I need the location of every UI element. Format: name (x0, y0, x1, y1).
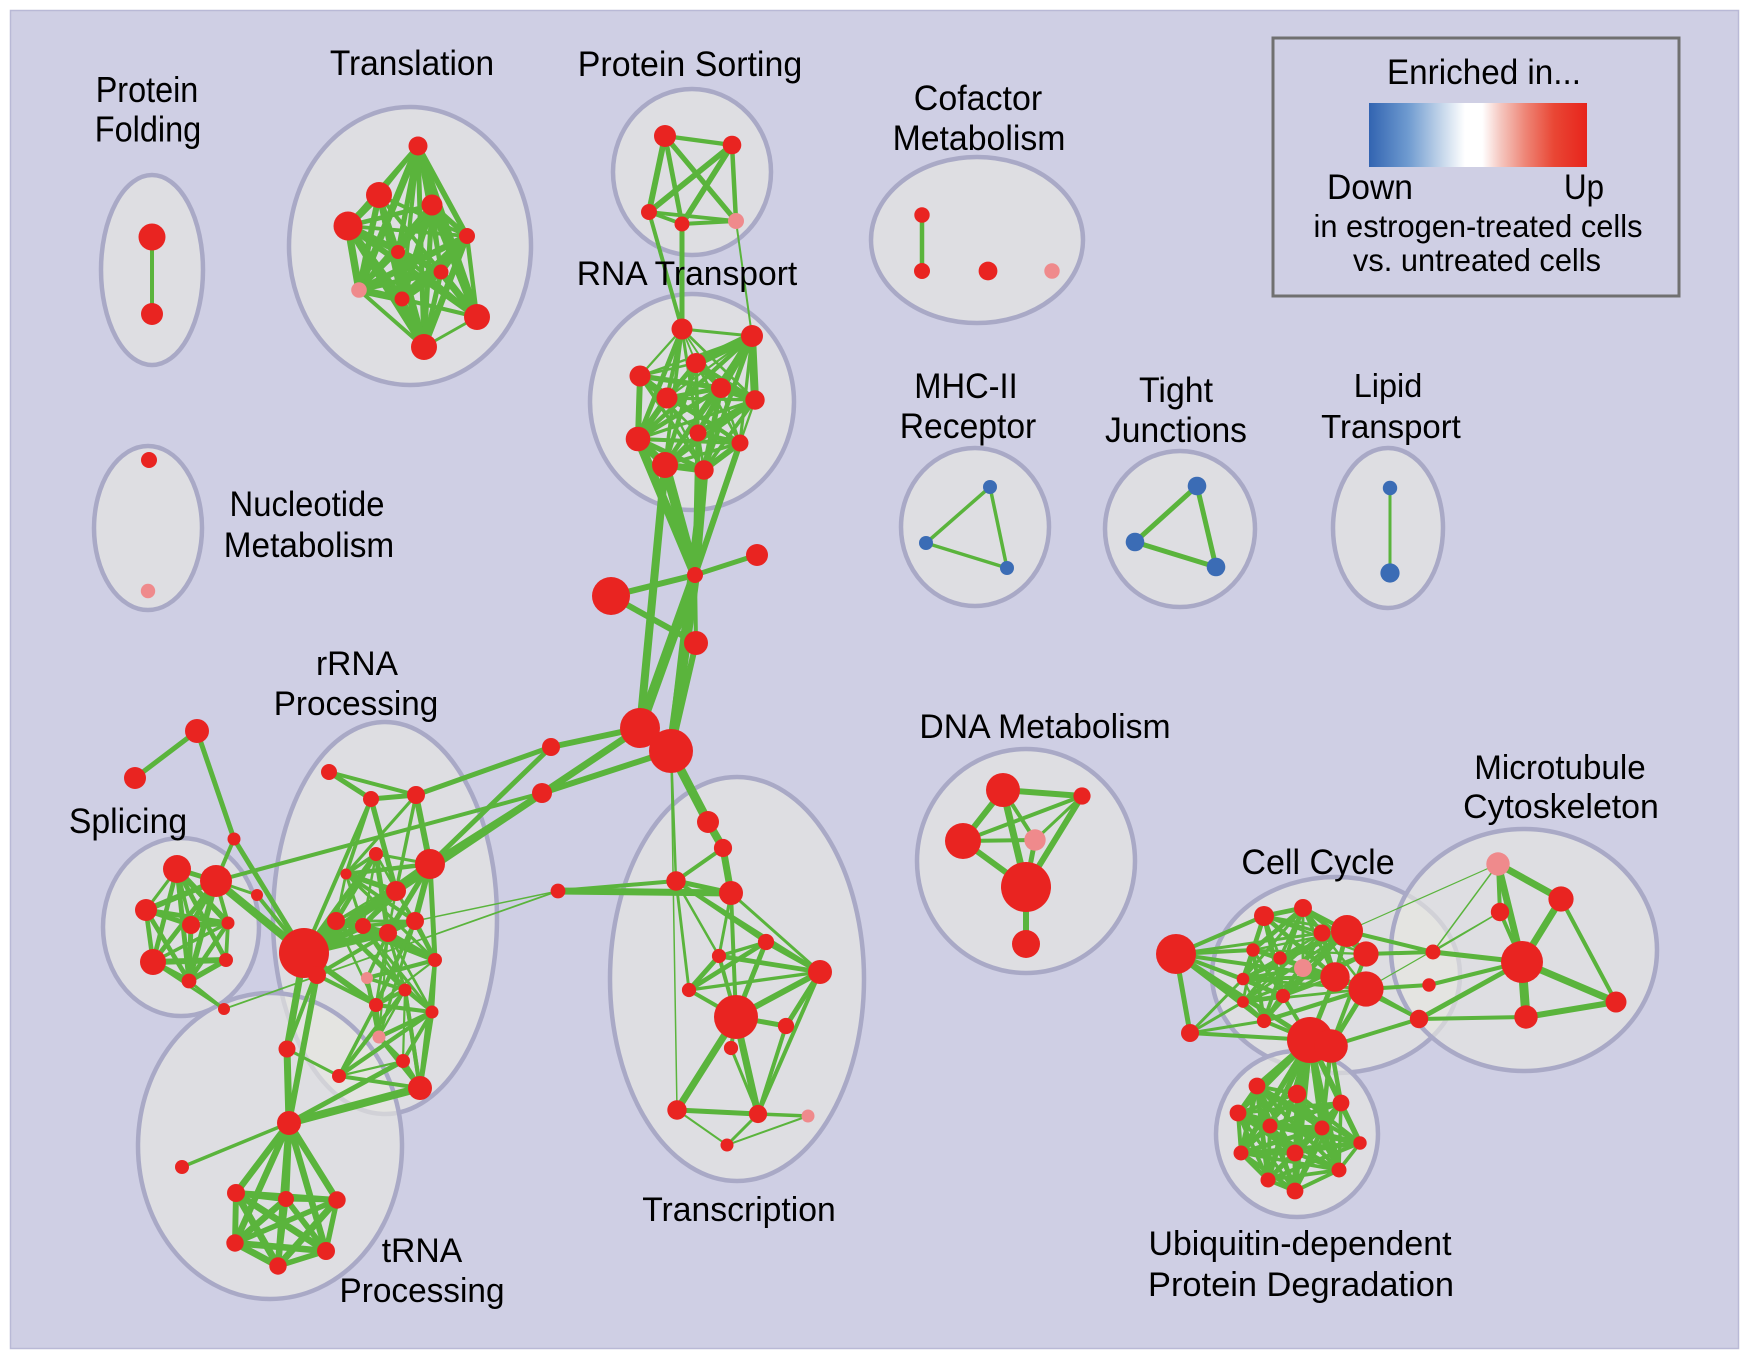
svg-text:Nucleotide: Nucleotide (230, 485, 385, 524)
svg-text:Processing: Processing (340, 1272, 505, 1310)
svg-text:Microtubule: Microtubule (1474, 749, 1645, 787)
svg-text:Protein Sorting: Protein Sorting (578, 45, 802, 84)
svg-text:rRNA: rRNA (316, 645, 398, 683)
svg-text:Down: Down (1327, 168, 1413, 207)
svg-text:Tight: Tight (1139, 371, 1213, 410)
svg-text:Up: Up (1564, 168, 1604, 207)
svg-text:Metabolism: Metabolism (893, 119, 1066, 158)
svg-text:Lipid: Lipid (1354, 368, 1423, 405)
svg-text:DNA Metabolism: DNA Metabolism (919, 708, 1170, 746)
svg-text:Splicing: Splicing (69, 802, 187, 841)
svg-text:Processing: Processing (274, 685, 439, 723)
svg-text:Folding: Folding (95, 109, 202, 150)
svg-text:MHC-II: MHC-II (914, 367, 1017, 406)
svg-text:tRNA: tRNA (382, 1232, 463, 1270)
svg-text:Cofactor: Cofactor (914, 79, 1043, 118)
svg-text:Protein: Protein (96, 69, 199, 110)
svg-text:vs. untreated cells: vs. untreated cells (1353, 242, 1601, 278)
svg-text:Transport: Transport (1321, 409, 1461, 446)
svg-text:Receptor: Receptor (900, 407, 1037, 446)
svg-text:Cytoskeleton: Cytoskeleton (1463, 788, 1659, 826)
svg-text:Protein Degradation: Protein Degradation (1148, 1266, 1454, 1304)
svg-text:Cell Cycle: Cell Cycle (1241, 843, 1394, 882)
svg-text:Metabolism: Metabolism (224, 526, 394, 565)
svg-text:Ubiquitin-dependent: Ubiquitin-dependent (1149, 1225, 1452, 1263)
svg-text:Enriched in...: Enriched in... (1387, 53, 1581, 92)
svg-text:in estrogen-treated cells: in estrogen-treated cells (1314, 208, 1643, 244)
svg-text:Junctions: Junctions (1105, 411, 1247, 450)
svg-text:RNA Transport: RNA Transport (577, 255, 798, 293)
svg-text:Transcription: Transcription (642, 1191, 836, 1229)
svg-text:Translation: Translation (330, 44, 494, 83)
